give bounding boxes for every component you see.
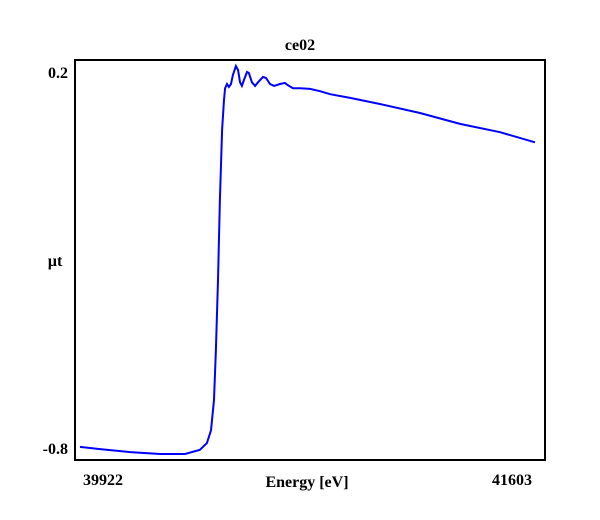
y-tick-label: -0.8 xyxy=(43,441,68,458)
y-tick-label: 0.2 xyxy=(48,65,68,82)
x-axis-label: Energy [eV] xyxy=(265,474,348,491)
y-axis-label: µt xyxy=(48,253,63,270)
series-line-ce02 xyxy=(79,63,536,455)
chart-title: ce02 xyxy=(285,37,315,54)
x-tick-label: 41603 xyxy=(492,472,532,489)
plot-frame xyxy=(74,59,546,461)
x-tick-label: 39922 xyxy=(83,472,123,489)
